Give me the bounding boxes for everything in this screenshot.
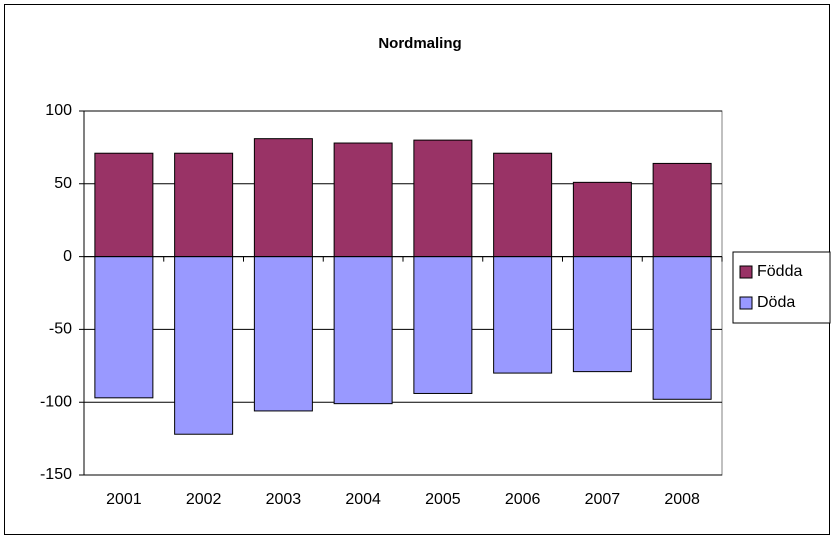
bar [652,256,712,400]
bar [413,139,473,258]
bar [94,152,154,258]
legend-box [732,251,831,324]
y-tick-label: 0 [63,248,72,265]
y-tick-label: 50 [54,175,72,192]
bar [413,256,473,394]
bar [94,256,154,399]
bar [572,256,632,373]
legend-label: Födda [757,263,802,280]
x-tick-label: 2002 [186,491,222,508]
bar [493,256,553,374]
bar [493,152,553,258]
bar [333,256,393,405]
x-tick-label: 2007 [585,491,621,508]
x-tick-label: 2006 [505,491,541,508]
x-tick-label: 2008 [664,491,700,508]
legend-label: Döda [757,294,795,311]
x-tick-label: 2003 [266,491,302,508]
bar [253,138,313,258]
legend-swatch [739,265,753,279]
bar [652,162,712,258]
chart-title: Nordmaling [378,35,461,52]
legend-swatch [739,296,753,310]
y-tick-label: -100 [40,393,72,410]
bar [174,152,234,258]
bar [572,181,632,258]
bar [333,142,393,258]
bar [174,256,234,435]
y-tick-label: -50 [49,321,72,338]
x-tick-label: 2005 [425,491,461,508]
x-tick-label: 2001 [106,491,142,508]
y-tick-label: 100 [45,102,72,119]
bar [253,256,313,412]
x-tick-label: 2004 [345,491,381,508]
y-tick-label: -150 [40,466,72,483]
